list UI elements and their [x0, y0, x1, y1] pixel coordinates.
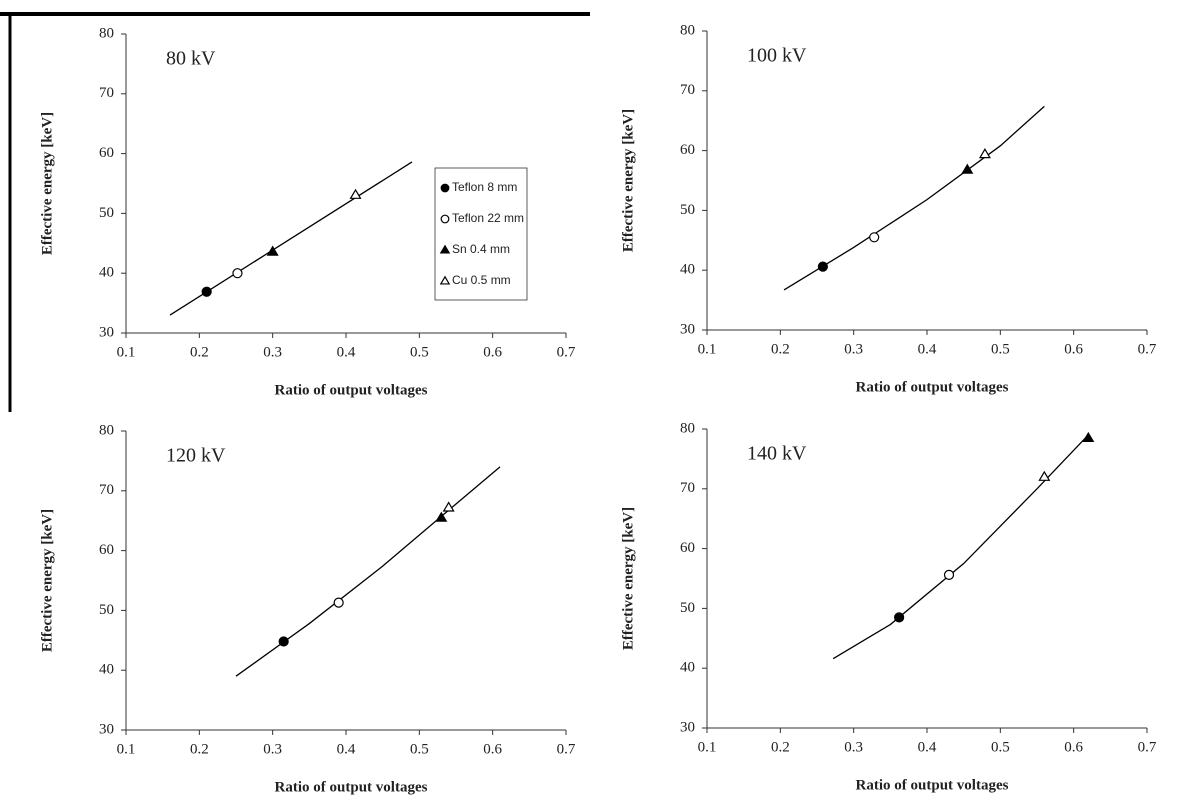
annotation: 120 kV	[166, 445, 226, 467]
y-tick-label: 80	[680, 420, 695, 436]
fit-line	[235, 466, 501, 677]
y-tick-label: 40	[99, 662, 114, 678]
marker	[817, 261, 828, 272]
x-tick-label: 0.5	[410, 344, 429, 360]
y-tick-label: 40	[680, 262, 695, 278]
marker	[894, 612, 905, 623]
x-tick-label: 0.6	[483, 741, 502, 757]
x-tick-label: 0.7	[557, 741, 576, 757]
y-axis-label: Effective energy [keV]	[39, 509, 55, 652]
panel: 30 40 50 60 70 80 0.1 0.2 0.3 0.4 0.5 0.6 0.7 Ratio o…	[39, 422, 575, 795]
y-tick-label: 30	[680, 719, 695, 735]
x-tick-label: 0.1	[698, 739, 717, 755]
y-tick-label: 60	[99, 542, 114, 558]
x-tick-label: 0.3	[844, 341, 863, 357]
y-tick-label: 50	[680, 600, 695, 616]
y-tick-label: 60	[680, 142, 695, 158]
y-tick-label: 40	[99, 265, 114, 281]
y-tick-label: 80	[680, 22, 695, 38]
y-tick-label: 60	[680, 540, 695, 556]
x-tick-label: 0.5	[410, 741, 429, 757]
y-tick-label: 50	[99, 205, 114, 221]
marker	[978, 148, 991, 159]
marker	[869, 232, 880, 243]
x-tick-label: 0.4	[918, 739, 937, 755]
marker	[349, 188, 362, 199]
legend-marker	[439, 275, 451, 285]
y-axis-label: Effective energy [keV]	[620, 507, 636, 650]
marker	[333, 597, 344, 608]
legend-label: Sn 0.4 mm	[452, 242, 510, 256]
x-tick-label: 0.7	[1138, 341, 1157, 357]
legend-label: Teflon 8 mm	[452, 180, 517, 194]
marker	[435, 511, 448, 522]
marker	[442, 501, 455, 512]
legend-label: Teflon 22 mm	[452, 211, 524, 225]
y-tick-label: 60	[99, 145, 114, 161]
panel: 30 40 50 60 70 80 0.1 0.2 0.3 0.4 0.5 0.6 0.7 Ratio o…	[620, 22, 1156, 395]
legend-box	[434, 167, 528, 301]
x-tick-label: 0.6	[1064, 341, 1083, 357]
marker	[266, 245, 279, 256]
fit-line	[832, 434, 1089, 660]
x-tick-label: 0.6	[1064, 739, 1083, 755]
x-tick-label: 0.4	[918, 341, 937, 357]
legend-label: Cu 0.5 mm	[452, 273, 511, 287]
legend-marker	[440, 183, 450, 193]
marker	[232, 268, 243, 279]
x-axis-label: Ratio of output voltages	[856, 379, 1009, 395]
x-tick-label: 0.1	[117, 344, 136, 360]
marker	[201, 286, 212, 297]
marker	[943, 569, 955, 581]
x-tick-label: 0.2	[190, 344, 209, 360]
x-tick-label: 0.3	[263, 741, 282, 757]
annotation: 100 kV	[747, 45, 807, 67]
y-tick-label: 80	[99, 25, 114, 41]
marker	[1038, 470, 1051, 481]
x-tick-label: 0.7	[557, 344, 576, 360]
x-tick-label: 0.2	[771, 341, 790, 357]
y-tick-label: 70	[99, 482, 114, 498]
y-tick-label: 50	[680, 202, 695, 218]
legend-marker	[440, 214, 450, 224]
annotation: 140 kV	[747, 443, 807, 465]
x-axis-label: Ratio of output voltages	[275, 779, 428, 795]
fit-line	[783, 105, 1045, 291]
x-tick-label: 0.6	[483, 344, 502, 360]
y-tick-label: 30	[680, 321, 695, 337]
y-tick-label: 80	[99, 422, 114, 438]
y-tick-label: 30	[99, 324, 114, 340]
x-tick-label: 0.4	[337, 741, 356, 757]
x-tick-label: 0.2	[771, 739, 790, 755]
x-tick-label: 0.5	[991, 739, 1010, 755]
y-tick-label: 70	[680, 82, 695, 98]
x-tick-label: 0.4	[337, 344, 356, 360]
y-tick-label: 70	[680, 480, 695, 496]
y-axis-label: Effective energy [keV]	[39, 112, 55, 255]
y-tick-label: 40	[680, 660, 695, 676]
panel: 30 40 50 60 70 80 0.1 0.2 0.3 0.4 0.5 0.6 0.7 Ratio o…	[620, 420, 1156, 793]
x-axis-label: Ratio of output voltages	[856, 777, 1009, 793]
x-axis-label: Ratio of output voltages	[275, 382, 428, 398]
annotation: 80 kV	[166, 48, 216, 70]
panel: 30 40 50 60 70 80 0.1 0.2 0.3 0.4 0.5 0.6 0.7 Ratio o…	[39, 25, 575, 398]
y-axis-label: Effective energy [keV]	[620, 109, 636, 252]
y-tick-label: 50	[99, 602, 114, 618]
marker	[961, 163, 974, 174]
y-tick-label: 30	[99, 721, 114, 737]
x-tick-label: 0.3	[263, 344, 282, 360]
x-tick-label: 0.7	[1138, 739, 1157, 755]
x-tick-label: 0.1	[698, 341, 717, 357]
x-tick-label: 0.2	[190, 741, 209, 757]
y-tick-label: 70	[99, 85, 114, 101]
marker	[278, 636, 289, 647]
x-tick-label: 0.3	[844, 739, 863, 755]
x-tick-label: 0.1	[117, 741, 136, 757]
legend-marker	[439, 244, 451, 254]
marker	[1082, 431, 1095, 443]
x-tick-label: 0.5	[991, 341, 1010, 357]
